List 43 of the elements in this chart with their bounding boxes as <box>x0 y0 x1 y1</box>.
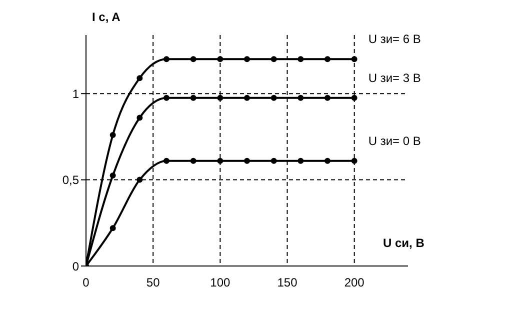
series-label: U зи= 3 В <box>368 70 421 85</box>
point <box>351 56 358 62</box>
x-tick-label: 0 <box>82 276 90 290</box>
point <box>244 94 250 101</box>
y-tick-label: 0 <box>72 259 80 274</box>
point <box>270 56 277 62</box>
point <box>136 176 143 183</box>
point <box>351 94 358 101</box>
series-label: U зи= 6 В <box>368 32 421 46</box>
point <box>164 158 170 164</box>
y-tick-label: 0,5 <box>62 173 80 188</box>
point <box>110 132 116 138</box>
point <box>270 158 277 164</box>
point <box>298 56 304 62</box>
point <box>164 56 170 62</box>
series-label: U зи= 0 В <box>368 134 421 148</box>
point <box>217 56 224 62</box>
y-axis-title: I c, A <box>92 10 120 24</box>
point <box>110 172 116 178</box>
point <box>270 94 277 101</box>
point <box>298 94 304 101</box>
point <box>190 56 196 62</box>
point <box>136 114 143 121</box>
point <box>217 158 224 164</box>
point <box>164 94 170 101</box>
point <box>217 94 224 101</box>
point <box>324 158 330 164</box>
y-tick-label: 1 <box>72 86 80 101</box>
x-tick-label: 200 <box>344 276 365 290</box>
point <box>190 94 196 101</box>
x-axis-title: U си, В <box>383 236 424 250</box>
x-tick-label: 100 <box>210 276 230 290</box>
point <box>190 158 196 164</box>
point <box>110 225 116 232</box>
x-tick-label: 50 <box>146 276 160 290</box>
point <box>298 158 304 164</box>
point <box>324 94 330 101</box>
point <box>351 158 358 164</box>
point <box>244 56 250 62</box>
point <box>136 75 143 82</box>
x-tick-label: 150 <box>277 276 298 290</box>
point <box>324 56 330 62</box>
point <box>244 158 250 164</box>
